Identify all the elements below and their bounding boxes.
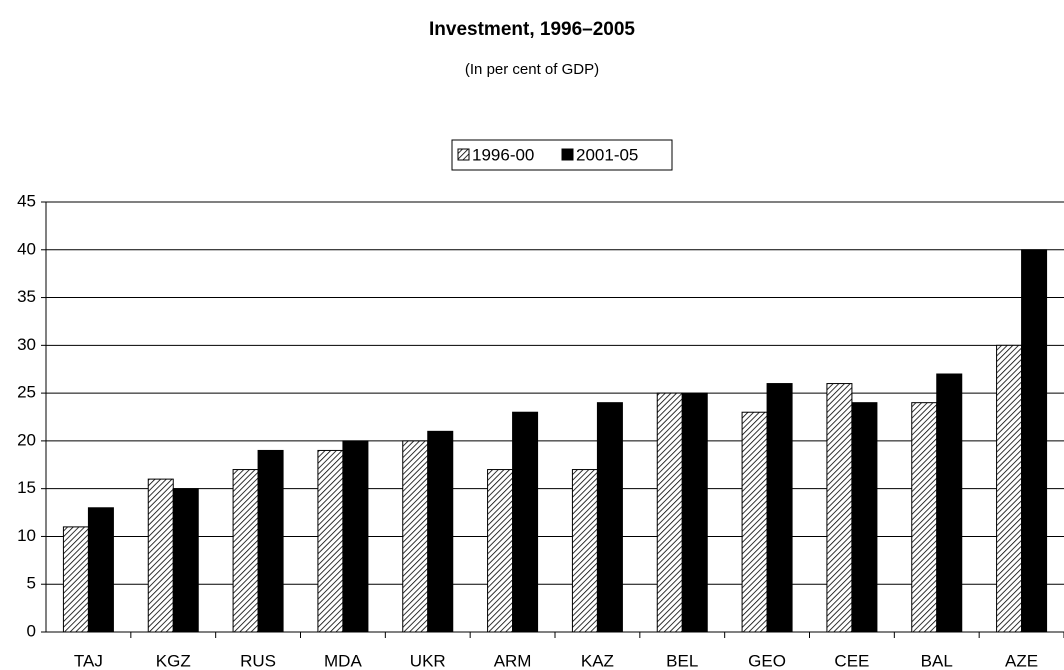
bar [427, 430, 454, 633]
x-tick-label: BAL [921, 651, 953, 670]
bar [911, 402, 938, 633]
bar [1021, 249, 1048, 633]
x-tick-label: MDA [324, 651, 362, 670]
x-tick-label: CEE [834, 651, 869, 670]
legend-label: 2001-05 [576, 145, 638, 164]
bar [87, 507, 114, 633]
y-tick-label: 15 [17, 478, 36, 497]
bar [257, 449, 284, 633]
bar [172, 488, 199, 633]
chart-title: Investment, 1996–2005 [429, 19, 635, 40]
x-tick-label: UKR [410, 651, 446, 670]
y-tick-label: 35 [17, 287, 36, 306]
y-tick-label: 5 [27, 574, 36, 593]
bar [62, 526, 89, 633]
bar [487, 469, 514, 633]
bar [402, 440, 429, 633]
x-tick-label: KGZ [156, 651, 191, 670]
bar [512, 411, 539, 633]
bar [656, 392, 683, 633]
x-tick-label: AZE [1005, 651, 1038, 670]
bar [571, 469, 598, 633]
bar [766, 383, 793, 633]
bar [317, 449, 344, 633]
y-tick-label: 40 [17, 239, 36, 258]
bar [936, 373, 963, 633]
bar [826, 383, 853, 633]
y-tick-label: 25 [17, 383, 36, 402]
y-tick-label: 30 [17, 335, 36, 354]
y-tick-label: 0 [27, 621, 36, 640]
bar [996, 344, 1023, 633]
x-tick-label: GEO [748, 651, 786, 670]
bar [681, 392, 708, 633]
y-tick-label: 20 [17, 430, 36, 449]
bar [232, 469, 259, 633]
chart-subtitle: (In per cent of GDP) [465, 61, 599, 78]
bar [741, 411, 768, 633]
x-tick-label: KAZ [581, 651, 614, 670]
bar [342, 440, 369, 633]
x-tick-label: ARM [494, 651, 532, 670]
x-tick-label: BEL [666, 651, 698, 670]
legend-label: 1996-00 [472, 145, 534, 164]
legend-swatch [457, 148, 470, 161]
x-tick-label: TAJ [74, 651, 103, 670]
x-tick-label: RUS [240, 651, 276, 670]
bar [147, 478, 174, 633]
bar [596, 402, 623, 633]
legend-swatch [561, 148, 574, 161]
y-tick-label: 45 [17, 191, 36, 210]
bar [851, 402, 878, 633]
y-tick-label: 10 [17, 526, 36, 545]
